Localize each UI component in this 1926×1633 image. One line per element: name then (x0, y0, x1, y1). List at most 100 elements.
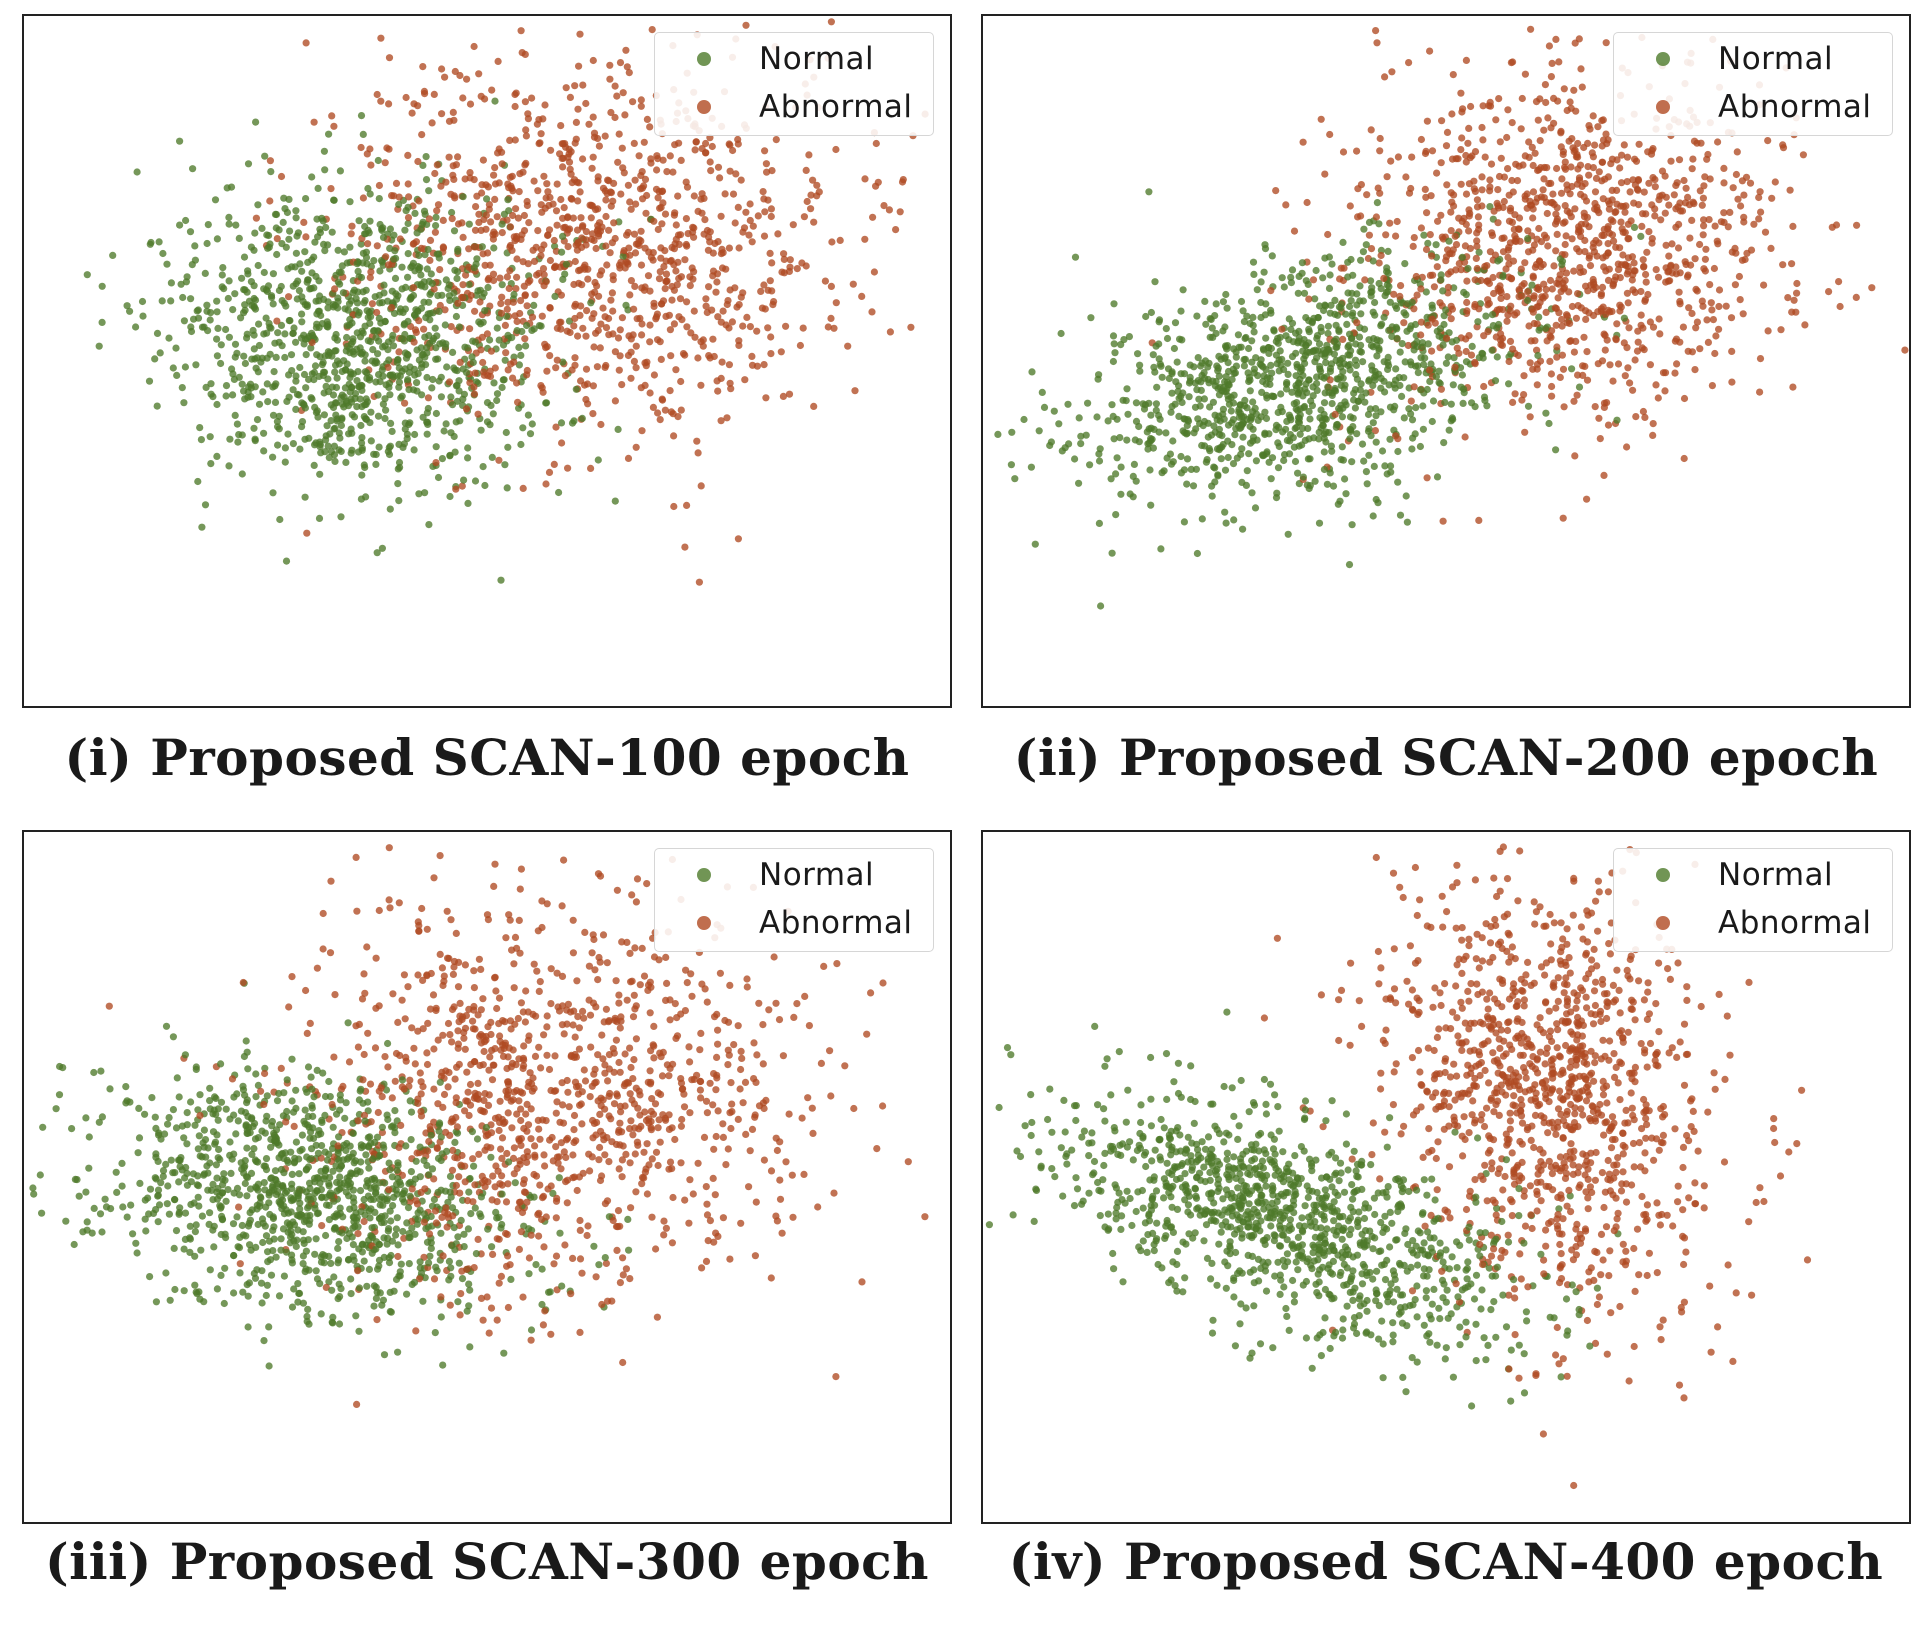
scatter-point-abnormal (1701, 173, 1709, 181)
scatter-point-normal (289, 329, 297, 338)
scatter-point-abnormal (1602, 310, 1610, 318)
scatter-point-abnormal (1768, 194, 1776, 202)
scatter-point-abnormal (655, 188, 663, 196)
scatter-point-normal (1152, 400, 1160, 408)
scatter-point-abnormal (1619, 251, 1627, 259)
scatter-point-normal (310, 376, 318, 384)
scatter-point-abnormal (1588, 149, 1596, 157)
scatter-point-abnormal (1457, 180, 1465, 188)
scatter-point-normal (218, 271, 226, 279)
scatter-point-normal (270, 368, 278, 376)
scatter-point-abnormal (385, 54, 394, 62)
scatter-point-abnormal (472, 203, 480, 211)
scatter-point-abnormal (1696, 187, 1704, 195)
scatter-point-abnormal (1711, 222, 1719, 230)
chart-title-1: (i) Proposed SCAN-100 epoch (64, 728, 910, 787)
scatter-point-abnormal (404, 214, 413, 222)
scatter-point-normal (391, 274, 400, 282)
scatter-point-normal (1246, 387, 1254, 395)
scatter-point-abnormal (424, 394, 432, 402)
scatter-point-abnormal (1397, 282, 1405, 290)
scatter-point-abnormal (1552, 321, 1560, 329)
scatter-point-abnormal (631, 282, 639, 290)
scatter-point-normal (1164, 365, 1173, 373)
scatter-point-normal (1111, 349, 1119, 357)
scatter-point-normal (1372, 495, 1380, 504)
scatter-point-normal (1116, 434, 1124, 442)
scatter-point-abnormal (1477, 276, 1485, 285)
scatter-point-abnormal (551, 1052, 559, 1060)
scatter-point-abnormal (273, 235, 281, 243)
scatter-point-normal (559, 358, 567, 366)
scatter-point-abnormal (1447, 189, 1455, 197)
scatter-point-abnormal (649, 256, 657, 264)
scatter-point-abnormal (1671, 369, 1679, 377)
scatter-point-normal (1416, 442, 1424, 451)
scatter-point-normal (252, 1070, 260, 1078)
scatter-point-abnormal (431, 228, 439, 236)
scatter-point-normal (167, 297, 175, 305)
scatter-point-abnormal (1523, 190, 1531, 198)
scatter-point-abnormal (1455, 349, 1463, 357)
scatter-point-normal (386, 442, 394, 450)
scatter-point-normal (1095, 457, 1104, 465)
scatter-point-normal (459, 193, 467, 201)
scatter-point-normal (1168, 389, 1176, 397)
scatter-point-abnormal (1852, 293, 1860, 301)
scatter-point-normal (395, 364, 403, 372)
scatter-point-abnormal (1639, 256, 1647, 264)
scatter-point-normal (1321, 254, 1329, 262)
scatter-point-abnormal (1698, 297, 1706, 305)
scatter-point-normal (425, 187, 433, 195)
scatter-point-normal (1346, 302, 1354, 311)
scatter-point-abnormal (439, 1031, 447, 1039)
scatter-point-normal (320, 411, 328, 419)
scatter-point-normal (1087, 314, 1095, 322)
scatter-point-abnormal (437, 182, 445, 190)
scatter-point-normal (1324, 329, 1332, 338)
scatter-point-normal (446, 1172, 455, 1180)
scatter-point-abnormal (1417, 331, 1425, 339)
scatter-point-abnormal (513, 379, 521, 387)
scatter-point-normal (453, 274, 461, 283)
scatter-point-abnormal (1529, 161, 1537, 170)
scatter-point-normal (197, 436, 205, 444)
scatter-point-normal (385, 450, 394, 459)
scatter-point-abnormal (1580, 143, 1588, 152)
scatter-point-abnormal (1497, 288, 1505, 297)
scatter-point-abnormal (438, 964, 446, 972)
scatter-point-normal (190, 315, 198, 323)
scatter-point-normal (214, 324, 222, 332)
scatter-point-abnormal (410, 338, 418, 346)
scatter-point-abnormal (524, 115, 532, 123)
scatter-point-abnormal (683, 183, 692, 191)
scatter-point-abnormal (1598, 231, 1606, 239)
scatter-point-abnormal (1727, 314, 1736, 322)
scatter-point-abnormal (1317, 115, 1325, 123)
scatter-point-normal (226, 435, 234, 443)
scatter-point-abnormal (1661, 369, 1670, 377)
scatter-point-normal (1436, 380, 1444, 388)
scatter-point-abnormal (1655, 315, 1663, 323)
scatter-point-normal (201, 501, 210, 509)
scatter-point-abnormal (737, 293, 745, 301)
scatter-point-abnormal (1683, 273, 1692, 281)
scatter-point-abnormal (537, 245, 546, 253)
scatter-point-abnormal (1624, 364, 1632, 372)
scatter-point-abnormal (1685, 304, 1693, 312)
scatter-point-abnormal (1701, 255, 1709, 263)
scatter-point-normal (267, 168, 275, 176)
scatter-point-normal (366, 319, 374, 327)
scatter-point-normal (1257, 278, 1265, 286)
scatter-point-abnormal (832, 145, 840, 154)
scatter-point-abnormal (357, 143, 365, 152)
scatter-point-abnormal (498, 1154, 506, 1162)
scatter-point-normal (1272, 337, 1280, 346)
scatter-point-abnormal (436, 266, 444, 274)
scatter-point-normal (1149, 444, 1157, 452)
scatter-point-normal (187, 295, 195, 303)
scatter-point-normal (224, 1186, 232, 1194)
scatter-point-normal (1302, 314, 1310, 322)
scatter-point-abnormal (1616, 307, 1624, 315)
scatter-point-normal (296, 363, 304, 372)
